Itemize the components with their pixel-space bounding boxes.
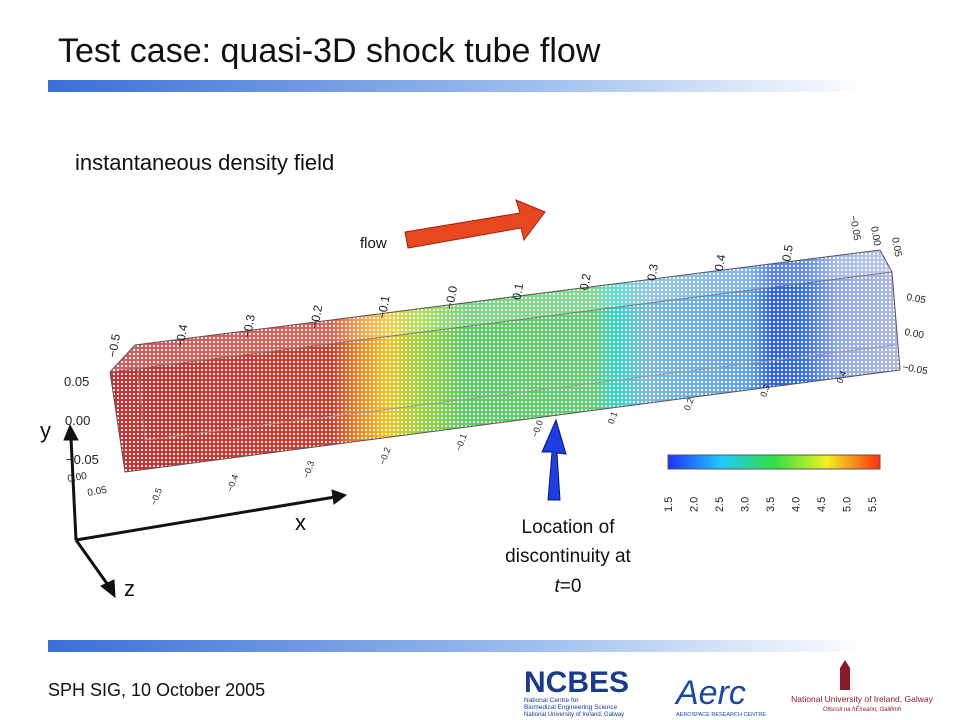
tube-z-label: 0.05: [889, 237, 903, 259]
tube-z-label: 0.00: [67, 471, 89, 485]
colorbar-label: 4.5: [816, 497, 828, 512]
tube: [109, 249, 901, 473]
annotation-line: discontinuity at: [505, 546, 631, 567]
tube-x-label: −0.1: [375, 294, 393, 320]
annotation-line: t=0: [555, 576, 582, 597]
tube-x-label: −0.0: [530, 419, 545, 439]
footer-rule: [48, 640, 868, 652]
annotation-var: t: [555, 576, 561, 597]
tube-x-label: 0.4: [712, 253, 729, 272]
tube-y-label: 0.00: [65, 413, 90, 428]
tube-x-label: 0.2: [577, 272, 594, 291]
tube-z-label: 0.05: [87, 485, 109, 499]
colorbar-label: 4.0: [791, 497, 803, 512]
tube-x-label: 0.2: [682, 397, 696, 412]
title: Test case: quasi-3D shock tube flow: [58, 32, 601, 70]
subtitle: instantaneous density field: [75, 150, 334, 175]
logo-name: Aerc: [674, 674, 746, 712]
tube-x-label: 0.1: [606, 410, 620, 425]
tube-x-label: −0.2: [307, 304, 325, 330]
axis-label-y: y: [40, 418, 51, 443]
tube-x-label: −0.3: [301, 459, 316, 479]
tube-y-label: 0.00: [903, 327, 925, 341]
logo-text: National University of Ireland, Galway: [524, 712, 624, 718]
tube-y-label: −0.05: [901, 362, 928, 377]
annotation-line: Location of: [522, 517, 616, 538]
logo-text: Biomedical Engineering Science: [524, 704, 618, 711]
flow-label: flow: [360, 235, 387, 252]
colorbar-label: 3.0: [740, 497, 752, 512]
coordinate-axes: [63, 423, 348, 599]
axis-label-z: z: [124, 576, 135, 601]
title-rule: [48, 80, 868, 92]
tube-x-label: 0.3: [758, 383, 772, 398]
tube-z-label: −0.05: [847, 215, 862, 242]
tube-x-label: 0.4: [834, 370, 848, 385]
logo-text: National Centre for: [524, 697, 579, 704]
discontinuity-arrow: [541, 418, 567, 501]
logo-name: National University of Ireland, Galway: [791, 694, 933, 704]
colorbar-label: 2.0: [689, 497, 701, 512]
tube-x-label: −0.4: [225, 473, 240, 493]
footer: SPH SIG, 10 October 2005: [48, 680, 265, 700]
colorbar: [667, 454, 881, 470]
logo-aerc: Aerc AEROSPACE RESEARCH CENTRE: [674, 674, 766, 718]
tube-x-label: −0.1: [453, 432, 468, 452]
tube-y-label: 0.05: [905, 292, 927, 306]
logo-nui: National University of Ireland, Galway O…: [791, 660, 934, 713]
tube-x-label: 0.5: [779, 243, 796, 262]
logo-text: Ollscoil na hÉireann, Gaillimh: [823, 706, 902, 713]
logo-ncbes: NCBES National Centre for Biomedical Eng…: [524, 666, 629, 718]
tube-x-label: −0.3: [240, 313, 258, 339]
tube-x-label: −0.4: [173, 323, 191, 349]
tube-x-label: −0.0: [442, 284, 460, 310]
annotation-rest: =0: [560, 576, 582, 597]
tube-x-label: −0.2: [377, 446, 392, 466]
tube-z-label: 0.00: [868, 226, 882, 248]
colorbar-label: 2.5: [714, 497, 726, 512]
colorbar-label: 1.5: [663, 497, 675, 512]
logo-name: NCBES: [524, 666, 629, 699]
colorbar-label: 5.0: [842, 497, 854, 512]
tube-x-label: 0.3: [644, 263, 661, 282]
logo-text: AEROSPACE RESEARCH CENTRE: [676, 712, 766, 718]
tube-y-label: −0.05: [66, 452, 99, 467]
tube-x-label: −0.5: [105, 332, 123, 358]
tube-y-label: 0.05: [64, 374, 89, 389]
tube-x-label: 0.1: [510, 282, 527, 301]
colorbar-label: 5.5: [867, 497, 879, 512]
tube-x-label: −0.5: [148, 487, 163, 507]
colorbar-label: 3.5: [765, 497, 777, 512]
flow-arrow: [404, 199, 546, 249]
axis-label-x: x: [295, 510, 306, 535]
